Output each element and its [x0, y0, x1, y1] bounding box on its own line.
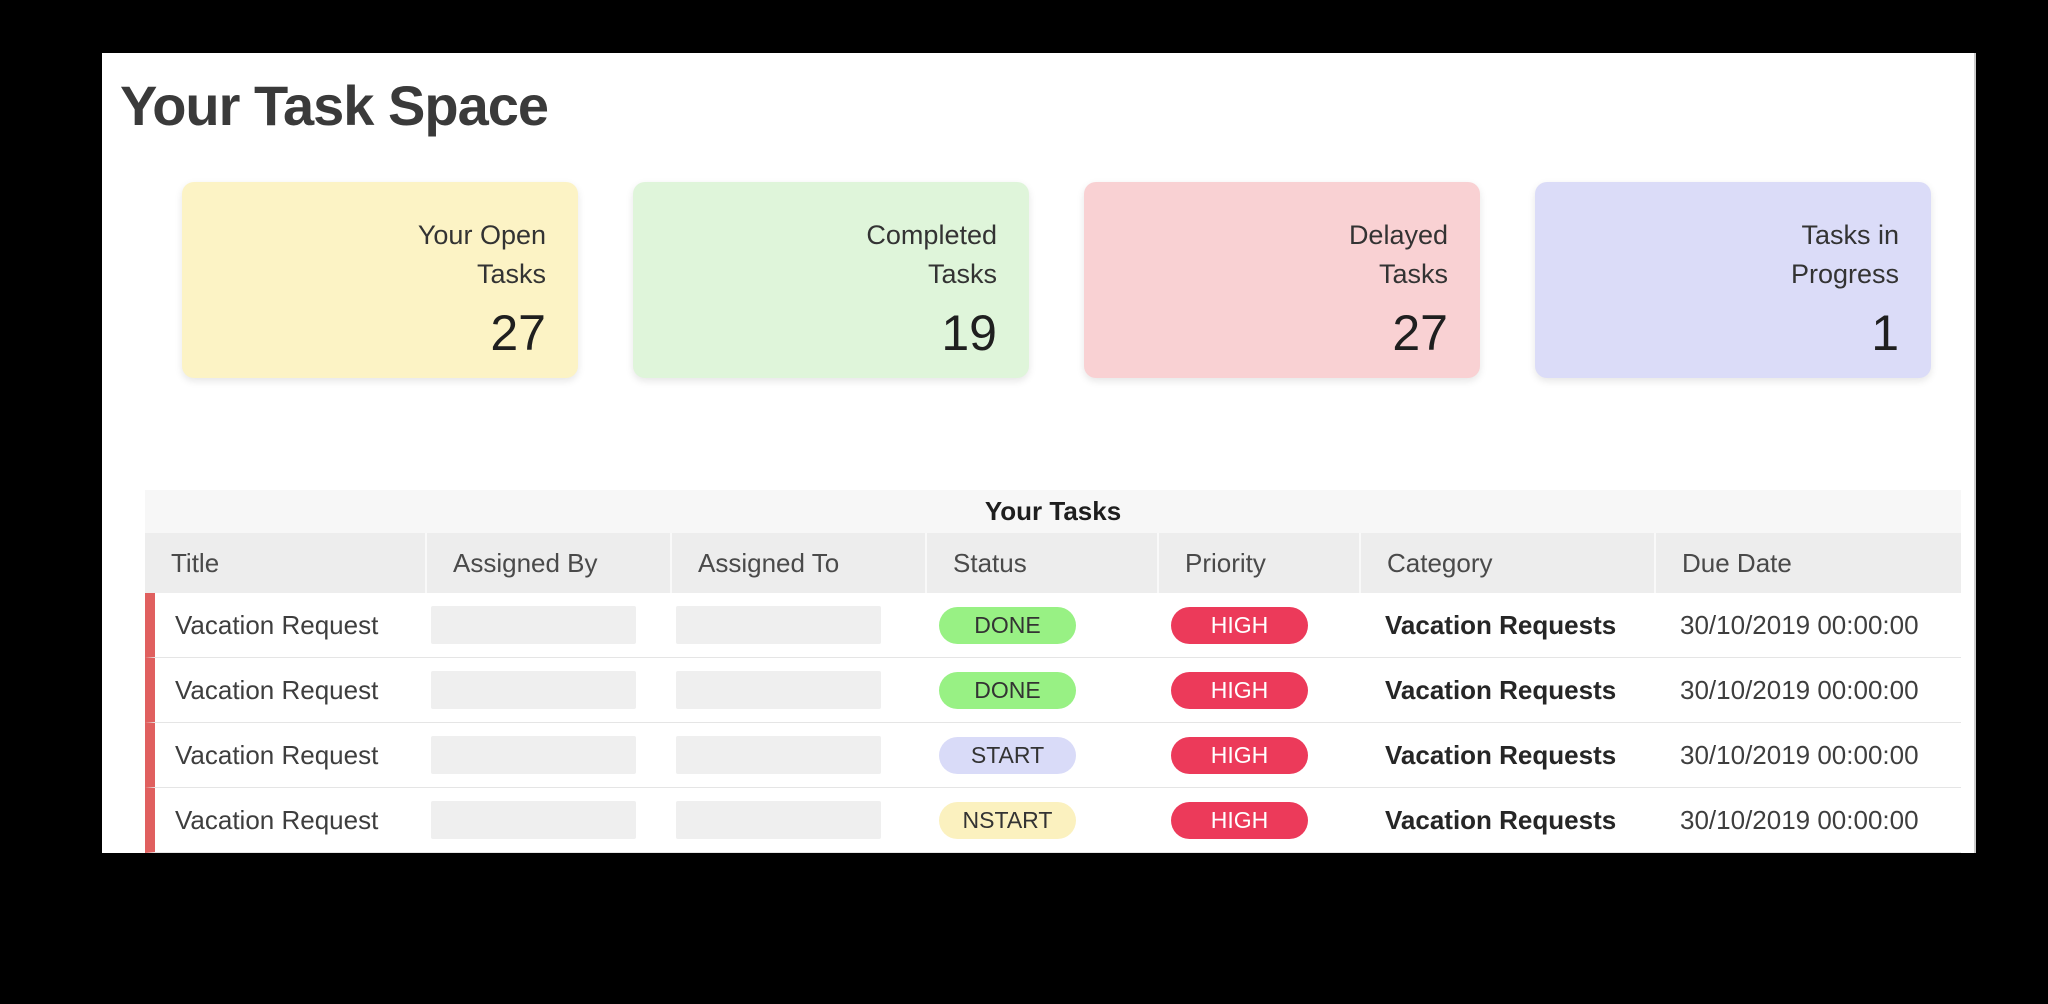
task-row[interactable]: Vacation Request DONE HIGH Vacation Requ… [145, 593, 1961, 658]
task-row[interactable]: Vacation Request DONE HIGH Vacation Requ… [145, 658, 1961, 723]
card-label: Your Open Tasks [417, 220, 546, 290]
card-open-tasks: Your Open Tasks 27 [182, 182, 578, 378]
column-header-assigned-to: Assigned To [670, 533, 925, 593]
card-value: 27 [1392, 305, 1448, 361]
redacted-assigned-by [431, 606, 636, 644]
status-badge: DONE [939, 671, 1076, 709]
column-header-status: Status [925, 533, 1157, 593]
task-due-date: 30/10/2019 00:00:00 [1680, 674, 1919, 705]
redacted-assigned-by [431, 801, 636, 839]
task-category: Vacation Requests [1385, 674, 1617, 705]
column-header-title: Title [171, 547, 220, 578]
status-badge: NSTART [939, 801, 1076, 839]
task-due-date: 30/10/2019 00:00:00 [1680, 609, 1919, 640]
card-tasks-in-progress: Tasks in Progress 1 [1535, 182, 1931, 378]
task-title: Vacation Request [175, 674, 379, 705]
card-value: 19 [941, 305, 997, 361]
column-header-category: Category [1359, 533, 1654, 593]
redacted-assigned-to [676, 671, 881, 709]
task-due-date: 30/10/2019 00:00:00 [1680, 804, 1919, 835]
card-label: Delayed Tasks [1348, 220, 1448, 290]
summary-cards: Your Open Tasks 27 Completed Tasks 19 De… [182, 182, 1931, 378]
priority-badge: HIGH [1171, 606, 1308, 644]
task-title: Vacation Request [175, 739, 379, 770]
priority-badge: HIGH [1171, 671, 1308, 709]
card-value: 27 [490, 305, 546, 361]
card-value: 1 [1871, 305, 1899, 361]
card-delayed-tasks: Delayed Tasks 27 [1084, 182, 1480, 378]
column-header-priority: Priority [1157, 533, 1359, 593]
table-body: Vacation Request DONE HIGH Vacation Requ… [145, 593, 1961, 853]
task-category: Vacation Requests [1385, 739, 1617, 770]
redacted-assigned-by [431, 671, 636, 709]
column-header-due-date: Due Date [1654, 533, 1961, 593]
card-label: Completed Tasks [866, 220, 997, 290]
card-label: Tasks in Progress [1790, 220, 1899, 290]
table-caption: Your Tasks [145, 490, 1961, 533]
tasks-table: Your Tasks Title Assigned By Assigned To… [145, 490, 1961, 853]
redacted-assigned-by [431, 736, 636, 774]
task-title: Vacation Request [175, 804, 379, 835]
priority-badge: HIGH [1171, 801, 1308, 839]
card-completed-tasks: Completed Tasks 19 [633, 182, 1029, 378]
task-title: Vacation Request [175, 609, 379, 640]
priority-badge: HIGH [1171, 736, 1308, 774]
task-row[interactable]: Vacation Request NSTART HIGH Vacation Re… [145, 788, 1961, 853]
task-category: Vacation Requests [1385, 804, 1617, 835]
status-badge: DONE [939, 606, 1076, 644]
table-header-row: Title Assigned By Assigned To Status Pri… [145, 533, 1961, 593]
page-title: Your Task Space [120, 74, 549, 137]
task-category: Vacation Requests [1385, 609, 1617, 640]
task-due-date: 30/10/2019 00:00:00 [1680, 739, 1919, 770]
column-header-assigned-by: Assigned By [425, 533, 670, 593]
redacted-assigned-to [676, 801, 881, 839]
redacted-assigned-to [676, 736, 881, 774]
redacted-assigned-to [676, 606, 881, 644]
status-badge: START [939, 736, 1076, 774]
task-space-page: Your Task Space Your Open Tasks 27 Compl… [102, 53, 1976, 853]
task-row[interactable]: Vacation Request START HIGH Vacation Req… [145, 723, 1961, 788]
